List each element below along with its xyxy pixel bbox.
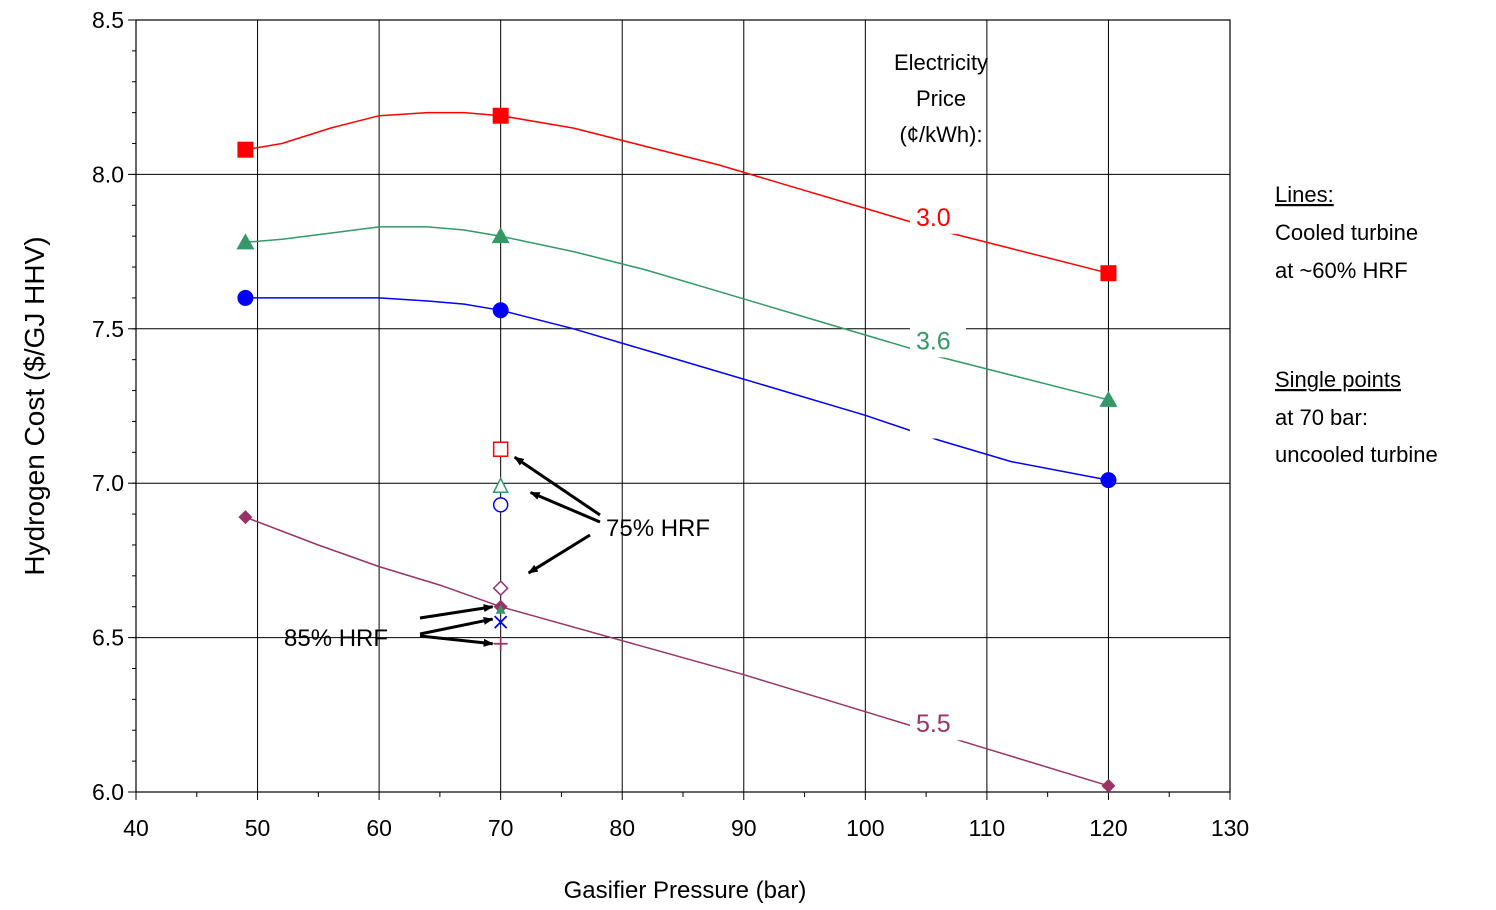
x-tick-label: 60 xyxy=(366,815,392,841)
series-label-bg xyxy=(909,325,966,358)
y-tick-label: 6.5 xyxy=(92,625,124,651)
single-point-0 xyxy=(492,441,509,457)
series-label-gap xyxy=(909,414,966,439)
series-label-bg xyxy=(909,708,966,741)
legend-title-line-2: Price xyxy=(916,86,966,111)
x-tick-label: 120 xyxy=(1089,815,1127,841)
series-marker-3 xyxy=(238,510,253,525)
series-marker-2 xyxy=(237,289,254,306)
axes xyxy=(128,19,1231,800)
series-marker-1 xyxy=(491,227,510,244)
x-tick-label: 110 xyxy=(969,815,1006,841)
single-point-2 xyxy=(492,497,509,513)
annotation-75-hrf: 75% HRF xyxy=(606,515,710,542)
series-labels: 3.0 3.6 5.5 xyxy=(909,201,966,741)
y-tick-label: 8.0 xyxy=(92,161,124,187)
arrow-85-hrf-top xyxy=(419,604,494,620)
annotation-85-hrf: 85% HRF xyxy=(284,625,388,652)
single-point-1 xyxy=(492,476,509,494)
series-marker-0 xyxy=(1100,265,1117,282)
series-label-1: 3.6 xyxy=(916,327,951,355)
y-tick-label: 6.0 xyxy=(92,779,124,805)
arrow-75-hrf-diamond xyxy=(527,533,591,575)
note-lines-heading: Lines: xyxy=(1275,182,1334,207)
single-point-5 xyxy=(494,615,508,629)
x-tick-label: 70 xyxy=(488,815,514,841)
series-marker-3 xyxy=(1101,778,1116,793)
annotation-arrows xyxy=(419,455,601,647)
series-line-2 xyxy=(245,297,1109,481)
series-marker-2 xyxy=(492,302,509,319)
legend-title-line-1: Electricity xyxy=(894,50,988,75)
x-tick-label: 90 xyxy=(731,815,757,841)
x-tick-label: 40 xyxy=(123,815,149,841)
y-tick-labels: 6.0 6.5 7.0 7.5 8.0 8.5 xyxy=(92,7,124,805)
arrow-75-hrf-triangle xyxy=(529,491,601,524)
x-tick-label: 50 xyxy=(245,815,271,841)
series-label-3: 5.5 xyxy=(916,710,951,738)
series-marker-1 xyxy=(236,233,255,250)
y-tick-label: 7.0 xyxy=(92,470,124,496)
note-points-heading: Single points xyxy=(1275,367,1401,392)
note-lines-text-2: at ~60% HRF xyxy=(1275,258,1408,283)
series-group xyxy=(236,107,1118,793)
single-point-4 xyxy=(495,604,506,614)
plot-frame xyxy=(135,19,1231,793)
series-label-0: 3.0 xyxy=(916,204,951,232)
y-tick-label: 8.5 xyxy=(92,7,124,33)
y-axis-title: Hydrogen Cost ($/GJ HHV) xyxy=(19,236,50,575)
y-tick-label: 7.5 xyxy=(92,316,124,342)
x-tick-label: 130 xyxy=(1211,815,1249,841)
single-points-group xyxy=(492,441,509,651)
note-lines-text-1: Cooled turbine xyxy=(1275,220,1418,245)
arrow-85-hrf-bottom xyxy=(419,634,494,647)
arrow-75-hrf-square xyxy=(513,455,601,517)
series-marker-2 xyxy=(1100,472,1117,489)
x-tick-label: 80 xyxy=(609,815,635,841)
single-point-3 xyxy=(492,580,509,597)
series-label-bg xyxy=(909,201,966,234)
series-marker-0 xyxy=(237,141,254,158)
arrow-85-hrf-mid xyxy=(419,616,494,636)
x-tick-labels: 40 50 60 70 80 90 100 110 120 130 xyxy=(123,815,1249,841)
series-line-1 xyxy=(245,226,1109,401)
legend-title-line-3: (¢/kWh): xyxy=(899,122,982,147)
series-marker-1 xyxy=(1099,390,1118,407)
grid xyxy=(136,20,1230,792)
single-point-6 xyxy=(493,636,508,651)
note-points-text-2: uncooled turbine xyxy=(1275,442,1438,467)
note-points-text-1: at 70 bar: xyxy=(1275,405,1368,430)
series-marker-0 xyxy=(492,107,509,124)
x-axis-title: Gasifier Pressure (bar) xyxy=(564,877,807,904)
x-tick-label: 100 xyxy=(846,815,884,841)
